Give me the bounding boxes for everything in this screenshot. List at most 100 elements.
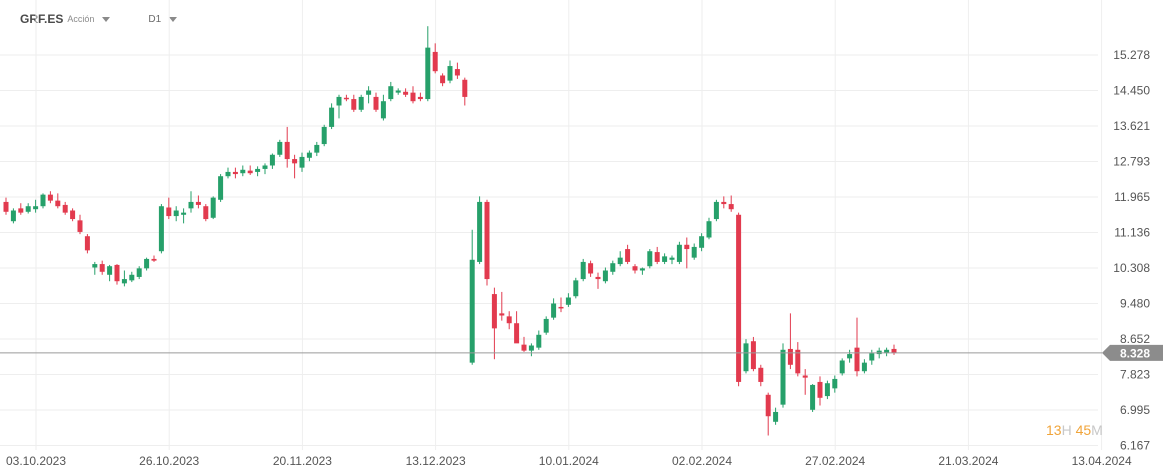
candle[interactable] (240, 165, 246, 177)
candle[interactable] (247, 165, 253, 175)
candle[interactable] (528, 343, 534, 357)
candle[interactable] (521, 336, 527, 352)
candle[interactable] (173, 206, 179, 222)
candle[interactable] (462, 77, 468, 106)
candle[interactable] (18, 203, 24, 215)
candle[interactable] (255, 166, 261, 177)
candle[interactable] (25, 203, 31, 214)
candle[interactable] (99, 260, 105, 275)
symbol-label[interactable]: GRF.ES (20, 12, 64, 26)
candle[interactable] (861, 359, 867, 374)
candle[interactable] (306, 150, 312, 162)
candle[interactable] (654, 246, 660, 265)
candle[interactable] (713, 199, 719, 222)
candle[interactable] (484, 199, 490, 286)
candle[interactable] (33, 199, 39, 213)
candle[interactable] (380, 94, 386, 121)
candle[interactable] (47, 191, 53, 204)
candle[interactable] (810, 384, 816, 412)
candle[interactable] (551, 298, 557, 320)
candle[interactable] (573, 277, 579, 299)
candle[interactable] (662, 253, 668, 265)
candle[interactable] (321, 124, 327, 147)
candle[interactable] (869, 349, 875, 365)
candle[interactable] (166, 197, 172, 220)
candle[interactable] (669, 255, 675, 265)
candle[interactable] (676, 241, 682, 265)
candle[interactable] (218, 174, 224, 202)
candle[interactable] (232, 167, 238, 179)
candle[interactable] (432, 43, 438, 74)
candle[interactable] (758, 364, 764, 387)
candle[interactable] (136, 266, 142, 280)
candle[interactable] (70, 208, 76, 222)
candle[interactable] (543, 316, 549, 335)
candle[interactable] (366, 86, 372, 104)
candle[interactable] (343, 94, 349, 102)
candle[interactable] (158, 204, 164, 254)
candle[interactable] (62, 201, 68, 215)
candle[interactable] (410, 86, 416, 104)
candle[interactable] (144, 257, 150, 271)
candle[interactable] (329, 103, 335, 130)
candle[interactable] (121, 270, 127, 287)
candle[interactable] (77, 214, 83, 235)
candle[interactable] (565, 293, 571, 307)
candle[interactable] (721, 196, 727, 209)
candle[interactable] (195, 195, 201, 209)
candle[interactable] (773, 407, 779, 425)
candle[interactable] (647, 249, 653, 269)
candle[interactable] (839, 358, 845, 376)
candle[interactable] (691, 243, 697, 260)
candle[interactable] (299, 152, 305, 172)
candle[interactable] (506, 311, 512, 330)
candle[interactable] (588, 260, 594, 277)
candle[interactable] (728, 195, 734, 212)
candle[interactable] (824, 380, 830, 400)
candle[interactable] (884, 347, 890, 357)
candle[interactable] (610, 260, 616, 275)
candle[interactable] (395, 88, 401, 95)
candle[interactable] (743, 339, 749, 374)
candle[interactable] (425, 26, 431, 102)
candle[interactable] (625, 244, 631, 265)
symbol-dropdown-chevron-icon[interactable] (102, 16, 111, 22)
candle[interactable] (314, 141, 320, 157)
candle[interactable] (417, 92, 423, 102)
candle[interactable] (55, 193, 61, 209)
candle[interactable] (477, 196, 483, 265)
candle[interactable] (388, 81, 394, 102)
candle[interactable] (684, 237, 690, 269)
candle[interactable] (107, 264, 113, 282)
candle[interactable] (373, 92, 379, 112)
candle[interactable] (262, 163, 268, 175)
candle[interactable] (817, 376, 823, 406)
candle[interactable] (891, 344, 897, 355)
candle[interactable] (440, 73, 446, 87)
candle[interactable] (151, 255, 157, 262)
candle[interactable] (447, 60, 453, 84)
candle[interactable] (203, 204, 209, 222)
candle[interactable] (84, 234, 90, 254)
candle[interactable] (602, 267, 608, 284)
candle[interactable] (277, 139, 283, 157)
candle[interactable] (454, 62, 460, 79)
candle[interactable] (491, 287, 497, 360)
candle[interactable] (129, 271, 135, 283)
candle[interactable] (706, 217, 712, 240)
candle[interactable] (92, 261, 98, 275)
candle[interactable] (595, 272, 601, 289)
candle[interactable] (10, 208, 16, 224)
candle[interactable] (292, 154, 298, 179)
candle[interactable] (780, 343, 786, 408)
candle[interactable] (225, 167, 231, 179)
candle[interactable] (499, 291, 505, 321)
candle[interactable] (750, 336, 756, 372)
candle[interactable] (284, 126, 290, 168)
candle[interactable] (795, 342, 801, 377)
candle[interactable] (403, 88, 409, 97)
candle[interactable] (580, 258, 586, 282)
candle[interactable] (639, 267, 645, 275)
candle[interactable] (514, 311, 520, 344)
